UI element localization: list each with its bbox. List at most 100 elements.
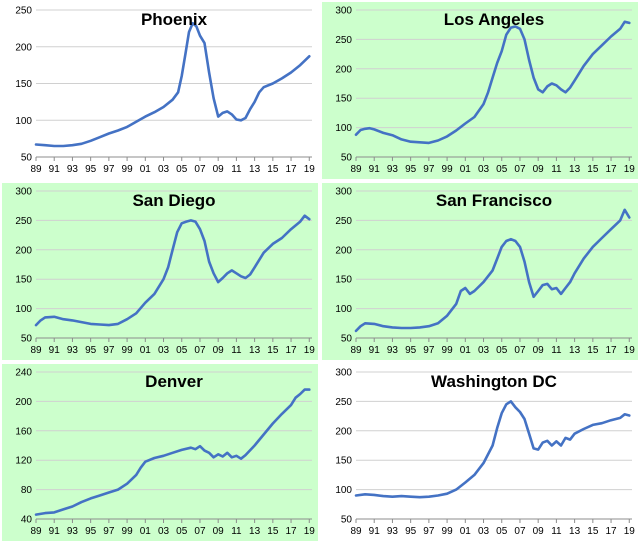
y-tick-label-san-diego: 250 bbox=[15, 216, 32, 227]
x-tick-label-los-angeles: 15 bbox=[587, 164, 599, 175]
x-tick-label-phoenix: 03 bbox=[158, 164, 170, 175]
chart-denver: 40 80 120 160 200 240 89 91 93 95 97 99 01 03 05 07 09 11… bbox=[0, 362, 320, 543]
y-tick-label-san-francisco: 50 bbox=[341, 334, 353, 345]
x-tick-label-los-angeles: 11 bbox=[551, 164, 562, 175]
x-tick-label-denver: 95 bbox=[85, 526, 97, 537]
y-tick-label-san-diego: 100 bbox=[15, 304, 32, 315]
x-tick-label-denver: 15 bbox=[267, 526, 279, 537]
x-tick-label-san-diego: 01 bbox=[140, 345, 152, 356]
x-tick-label-san-diego: 03 bbox=[158, 345, 170, 356]
series-line-los-angeles bbox=[354, 20, 631, 145]
chart-san-francisco: 50 100 150 200 250 300 89 91 93 95 97 99 01 03 05 07 09 1… bbox=[320, 181, 640, 362]
chart-los-angeles: 50 100 150 200 250 300 89 91 93 95 97 99 01 03 05 07 09 1… bbox=[320, 0, 640, 181]
x-tick-label-san-francisco: 11 bbox=[551, 345, 562, 356]
y-tick-label-san-diego: 300 bbox=[15, 187, 32, 198]
x-tick-label-san-francisco: 05 bbox=[496, 345, 508, 356]
y-tick-label-washington-dc: 100 bbox=[335, 485, 352, 496]
y-tick-label-los-angeles: 300 bbox=[335, 6, 352, 17]
x-tick-label-phoenix: 13 bbox=[249, 164, 261, 175]
x-tick-label-los-angeles: 19 bbox=[624, 164, 636, 175]
x-tick-label-los-angeles: 89 bbox=[350, 164, 362, 175]
y-tick-label-los-angeles: 100 bbox=[335, 123, 352, 134]
series-line-san-diego bbox=[34, 214, 311, 327]
x-tick-label-san-diego: 19 bbox=[304, 345, 316, 356]
x-tick-label-phoenix: 15 bbox=[267, 164, 279, 175]
x-tick-label-phoenix: 11 bbox=[231, 164, 242, 175]
y-tick-label-denver: 80 bbox=[21, 485, 33, 496]
y-tick-label-denver: 160 bbox=[15, 426, 32, 437]
y-tick-label-los-angeles: 250 bbox=[335, 35, 352, 46]
chart-svg-los-angeles: 50 100 150 200 250 300 89 91 93 95 97 99 01 03 05 07 09 1… bbox=[320, 0, 640, 181]
x-tick-label-phoenix: 89 bbox=[30, 164, 42, 175]
x-tick-label-los-angeles: 99 bbox=[442, 164, 454, 175]
x-tick-label-denver: 97 bbox=[103, 526, 115, 537]
x-tick-label-denver: 89 bbox=[30, 526, 42, 537]
x-tick-label-washington-dc: 09 bbox=[533, 526, 545, 537]
x-tick-label-san-francisco: 03 bbox=[478, 345, 490, 356]
x-tick-label-san-francisco: 13 bbox=[569, 345, 581, 356]
x-tick-label-washington-dc: 97 bbox=[423, 526, 435, 537]
x-tick-label-san-francisco: 01 bbox=[460, 345, 472, 356]
x-tick-label-los-angeles: 97 bbox=[423, 164, 435, 175]
chart-svg-washington-dc: 50 100 150 200 250 300 89 91 93 95 97 99 01 03 05 07 09 1… bbox=[320, 362, 640, 543]
x-tick-label-denver: 91 bbox=[49, 526, 61, 537]
panel-background-phoenix bbox=[0, 0, 320, 181]
x-tick-label-phoenix: 05 bbox=[176, 164, 188, 175]
x-tick-label-washington-dc: 01 bbox=[460, 526, 472, 537]
panel-background-san-francisco bbox=[320, 181, 640, 362]
y-tick-label-washington-dc: 200 bbox=[335, 426, 352, 437]
x-tick-label-san-diego: 95 bbox=[85, 345, 97, 356]
chart-title-washington-dc: Washington DC bbox=[431, 372, 557, 391]
x-tick-label-washington-dc: 95 bbox=[405, 526, 417, 537]
x-tick-label-washington-dc: 89 bbox=[350, 526, 362, 537]
x-tick-label-washington-dc: 17 bbox=[605, 526, 617, 537]
x-tick-label-san-diego: 09 bbox=[213, 345, 225, 356]
y-tick-label-san-diego: 150 bbox=[15, 275, 32, 286]
y-tick-label-los-angeles: 150 bbox=[335, 94, 352, 105]
x-tick-label-denver: 05 bbox=[176, 526, 188, 537]
chart-title-san-diego: San Diego bbox=[132, 191, 215, 210]
x-tick-label-washington-dc: 99 bbox=[442, 526, 454, 537]
y-tick-label-phoenix: 50 bbox=[21, 153, 33, 164]
x-tick-label-phoenix: 09 bbox=[213, 164, 225, 175]
chart-svg-san-francisco: 50 100 150 200 250 300 89 91 93 95 97 99 01 03 05 07 09 1… bbox=[320, 181, 640, 362]
x-tick-label-san-diego: 15 bbox=[267, 345, 279, 356]
x-tick-label-san-francisco: 89 bbox=[350, 345, 362, 356]
y-tick-label-phoenix: 200 bbox=[15, 42, 32, 53]
x-tick-label-los-angeles: 07 bbox=[514, 164, 526, 175]
x-tick-label-san-diego: 89 bbox=[30, 345, 42, 356]
x-tick-label-washington-dc: 03 bbox=[478, 526, 490, 537]
x-tick-label-phoenix: 97 bbox=[103, 164, 115, 175]
x-tick-label-los-angeles: 91 bbox=[369, 164, 381, 175]
x-tick-label-san-francisco: 07 bbox=[514, 345, 526, 356]
y-tick-label-denver: 240 bbox=[15, 368, 32, 379]
chart-washington-dc: 50 100 150 200 250 300 89 91 93 95 97 99 01 03 05 07 09 1… bbox=[320, 362, 640, 543]
y-tick-label-los-angeles: 50 bbox=[341, 153, 353, 164]
chart-svg-phoenix: 50 100 150 200 250 89 91 93 95 97 99 01 03 05 07 09 11 13… bbox=[0, 0, 320, 181]
x-tick-label-los-angeles: 03 bbox=[478, 164, 490, 175]
x-tick-label-washington-dc: 19 bbox=[624, 526, 636, 537]
x-tick-label-san-francisco: 91 bbox=[369, 345, 381, 356]
x-tick-label-san-francisco: 19 bbox=[624, 345, 636, 356]
chart-title-san-francisco: San Francisco bbox=[436, 191, 552, 210]
x-tick-label-san-diego: 97 bbox=[103, 345, 115, 356]
y-tick-label-phoenix: 250 bbox=[15, 6, 32, 17]
x-tick-label-san-diego: 93 bbox=[67, 345, 79, 356]
x-tick-label-san-francisco: 93 bbox=[387, 345, 399, 356]
x-tick-label-denver: 19 bbox=[304, 526, 316, 537]
y-tick-label-san-francisco: 100 bbox=[335, 304, 352, 315]
x-tick-label-washington-dc: 13 bbox=[569, 526, 581, 537]
chart-phoenix: 50 100 150 200 250 89 91 93 95 97 99 01 03 05 07 09 11 13… bbox=[0, 0, 320, 181]
y-tick-label-washington-dc: 250 bbox=[335, 397, 352, 408]
x-tick-label-phoenix: 19 bbox=[304, 164, 316, 175]
x-tick-label-washington-dc: 15 bbox=[587, 526, 599, 537]
series-line-washington-dc bbox=[354, 400, 631, 499]
y-tick-label-san-diego: 50 bbox=[21, 334, 33, 345]
x-tick-label-phoenix: 95 bbox=[85, 164, 97, 175]
series-line-phoenix bbox=[34, 21, 311, 148]
x-tick-label-phoenix: 17 bbox=[285, 164, 297, 175]
x-tick-label-los-angeles: 01 bbox=[460, 164, 472, 175]
x-tick-label-phoenix: 01 bbox=[140, 164, 152, 175]
series-line-san-francisco bbox=[354, 208, 631, 333]
y-tick-label-washington-dc: 50 bbox=[341, 515, 353, 526]
